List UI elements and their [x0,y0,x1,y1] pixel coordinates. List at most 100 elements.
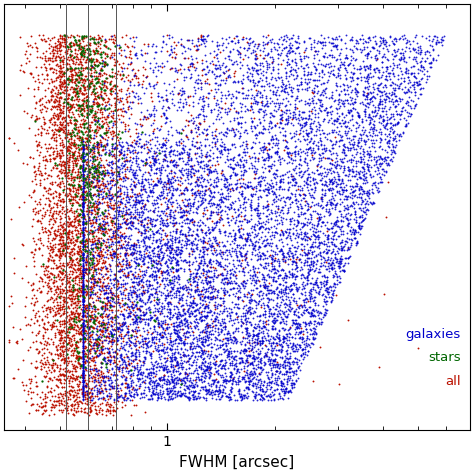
Point [281,170,289,177]
Point [308,185,315,193]
Point [289,224,297,231]
Point [314,234,322,241]
Point [86,365,93,373]
Point [101,324,109,332]
Point [185,360,192,368]
Point [290,255,297,262]
Point [333,151,341,158]
Point [75,135,82,142]
Point [111,89,119,96]
Point [56,295,64,302]
Point [128,288,135,296]
Point [387,155,394,163]
Point [185,365,193,372]
Point [363,173,370,181]
Point [206,259,213,267]
Point [34,164,41,172]
Point [206,188,214,195]
Point [284,293,292,301]
Point [124,71,132,78]
Point [215,383,223,391]
Point [98,298,106,305]
Point [94,31,101,39]
Point [429,56,437,64]
Point [163,280,171,288]
Point [149,178,156,185]
Point [311,148,319,155]
Point [84,230,91,237]
Point [96,387,103,394]
Point [105,105,113,112]
Point [72,38,79,46]
Point [36,235,43,242]
Point [287,285,294,292]
Point [166,388,173,395]
Point [327,184,334,192]
Point [101,107,109,114]
Point [89,178,96,186]
Point [397,55,405,63]
Point [120,107,128,114]
Point [363,78,371,85]
Point [234,293,241,301]
Point [126,219,134,227]
Point [81,258,89,265]
Point [105,331,113,338]
Point [266,305,274,312]
Point [235,197,242,204]
Point [75,137,82,144]
Point [159,221,167,229]
Point [87,108,94,116]
Point [270,325,277,332]
Point [143,372,150,379]
Point [167,236,174,243]
Point [92,406,100,414]
Point [38,388,46,396]
Point [145,315,152,322]
Point [96,325,104,333]
Point [292,319,300,327]
Point [102,244,110,251]
Point [298,251,306,259]
Point [285,359,293,366]
Point [58,57,66,65]
Point [80,294,88,301]
Point [288,44,295,51]
Point [51,218,59,226]
Point [131,50,138,58]
Point [303,320,310,328]
Point [262,92,270,100]
Point [199,350,207,358]
Point [357,183,365,191]
Point [47,92,55,100]
Point [401,34,408,42]
Point [365,33,373,41]
Point [426,51,433,58]
Point [146,235,153,243]
Point [88,328,96,335]
Point [73,304,81,312]
Point [159,143,166,150]
Point [154,134,161,141]
Point [338,186,346,194]
Point [292,347,299,355]
Point [204,334,212,342]
Point [157,191,164,199]
Point [71,398,78,405]
Point [210,292,217,300]
Point [122,350,129,358]
Point [246,297,254,305]
Point [291,342,299,349]
Point [143,193,151,201]
Point [344,316,352,324]
Point [152,285,159,292]
Point [53,264,61,271]
Point [144,207,152,215]
Point [168,146,175,154]
Point [89,148,96,156]
Point [213,54,221,62]
Point [112,262,119,269]
Point [318,180,326,188]
Point [57,109,65,117]
Point [340,142,347,150]
